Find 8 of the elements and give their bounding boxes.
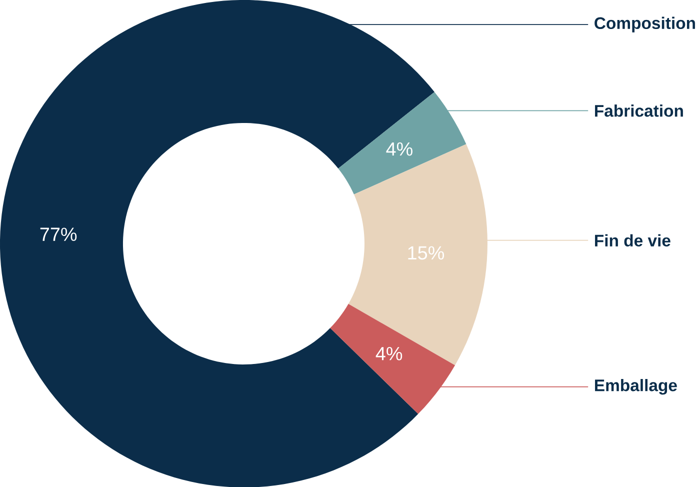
data-label: 4% xyxy=(376,346,402,360)
slice-label: Emballage xyxy=(595,378,677,394)
data-label: 77% xyxy=(40,227,77,241)
slice-label: Fabrication xyxy=(595,104,683,117)
slice-label: Fin de vie xyxy=(595,234,670,246)
slice-label: Composition xyxy=(594,16,695,32)
data-label: 15% xyxy=(408,246,444,260)
data-label: 4% xyxy=(386,142,412,156)
